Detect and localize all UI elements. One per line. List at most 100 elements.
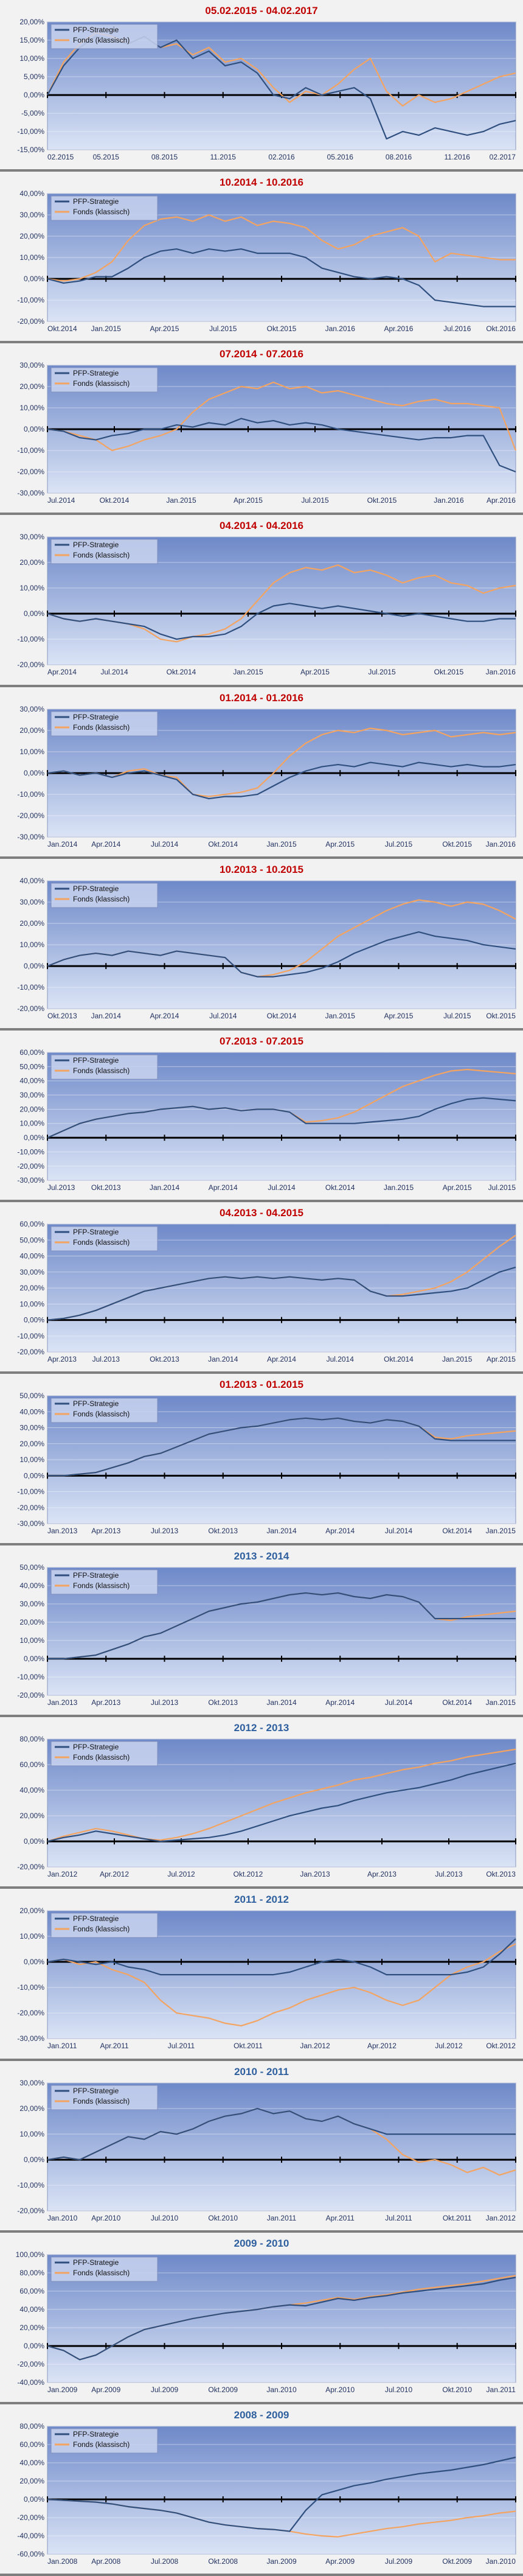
x-tick-label: Jan.2009 [47, 2385, 78, 2394]
panel-separator [0, 2230, 523, 2233]
chart-title: 2011 - 2012 [234, 1894, 289, 1906]
legend-label: PFP-Strategie [73, 1399, 119, 1408]
chart-title: 2010 - 2011 [234, 2065, 289, 2077]
x-tick-label: Apr.2013 [367, 1870, 397, 1878]
x-tick-label: Jan.2011 [487, 2385, 516, 2394]
y-tick-label: 0,00% [24, 1958, 44, 1967]
x-tick-label: Okt.2015 [486, 1012, 516, 1020]
legend-label: PFP-Strategie [73, 369, 119, 377]
y-tick-label: -20,00% [17, 1863, 44, 1871]
y-tick-label: 50,00% [19, 1062, 44, 1071]
chart-panel: 2013 - 2014 50,00% 40,00% 30,00% 20,00% 10,00… [0, 1545, 523, 1718]
x-tick-label: Jul.2012 [435, 2042, 463, 2051]
y-tick-label: -20,00% [17, 2360, 44, 2368]
x-tick-label: Jan.2013 [47, 1698, 78, 1707]
x-tick-label: Okt.2014 [325, 1183, 355, 1192]
y-tick-label: 60,00% [19, 1760, 44, 1769]
y-tick-label: 10,00% [19, 1932, 44, 1941]
legend [50, 2428, 158, 2454]
y-tick-label: 40,00% [19, 1581, 44, 1590]
series-line-pfp [47, 1938, 516, 1976]
x-tick-label: Okt.2010 [442, 2385, 472, 2394]
y-tick-label: -10,00% [17, 790, 44, 799]
y-tick-label: -10,00% [17, 127, 44, 136]
y-tick-label: 80,00% [19, 2269, 44, 2277]
chart-panel: 2012 - 2013 80,00% 60,00% 40,00% 20,00% 0,00%… [0, 1717, 523, 1889]
legend-label: Fonds (klassisch) [73, 2269, 130, 2277]
y-tick-label: 15,00% [19, 36, 44, 44]
y-tick-label: 0,00% [24, 1837, 44, 1846]
legend-label: Fonds (klassisch) [73, 2440, 130, 2449]
x-tick-label: Jan.2008 [47, 2557, 78, 2566]
series-line-fonds [47, 1749, 516, 1843]
x-tick-label: Okt.2013 [208, 1527, 238, 1535]
panel-separator [0, 169, 523, 172]
x-tick-label: Jul.2016 [443, 324, 471, 333]
y-tick-label: -40,00% [17, 2532, 44, 2540]
x-tick-label: Jan.2014 [91, 1012, 122, 1020]
panel-separator [0, 341, 523, 344]
chart-title: 04.2014 - 04.2016 [219, 520, 303, 532]
legend-label: PFP-Strategie [73, 2430, 119, 2438]
y-tick-label: 30,00% [19, 898, 44, 906]
legend-label: PFP-Strategie [73, 197, 119, 206]
x-tick-label: Jul.2013 [151, 1527, 179, 1535]
x-tick-label: Apr.2014 [47, 668, 77, 677]
x-tick-label: Jul.2015 [368, 668, 396, 677]
x-tick-label: Apr.2014 [325, 1527, 355, 1535]
line-chart: 40,00% 30,00% 20,00% 10,00% 0,00% -10,00% -20,… [17, 190, 516, 333]
x-tick-label: Jan.2015 [166, 496, 196, 505]
y-tick-label: 20,00% [19, 1618, 44, 1626]
x-tick-label: Jan.2013 [300, 1870, 330, 1878]
y-tick-label: 0,00% [24, 2495, 44, 2504]
y-tick-label: 20,00% [19, 1907, 44, 1915]
x-tick-label: Jul.2010 [385, 2385, 413, 2394]
chart-panel: 01.2014 - 01.2016 30,00% 20,00% 10,00% 0,00%… [0, 687, 523, 859]
legend-label: Fonds (klassisch) [73, 895, 130, 903]
x-tick-label: Jul.2008 [151, 2557, 179, 2566]
y-tick-label: 20,00% [19, 558, 44, 567]
legend-label: PFP-Strategie [73, 26, 119, 34]
x-tick-label: 02.2017 [490, 153, 516, 161]
x-tick-label: Jul.2015 [209, 324, 237, 333]
x-tick-label: Jan.2011 [267, 2214, 297, 2222]
x-tick-label: Okt.2015 [434, 668, 464, 677]
x-tick-label: Jan.2009 [266, 2557, 297, 2566]
y-tick-label: 0,00% [24, 1316, 44, 1325]
line-chart: 60,00% 50,00% 40,00% 30,00% 20,00% 10,00% 0,00… [17, 1049, 516, 1192]
x-tick-label: Jan.2016 [486, 840, 516, 849]
x-tick-label: Jul.2011 [168, 2042, 195, 2051]
y-tick-label: 10,00% [19, 404, 44, 412]
x-tick-label: Jul.2012 [167, 1870, 195, 1878]
y-tick-label: 10,00% [19, 1636, 44, 1645]
x-tick-label: Apr.2010 [325, 2385, 355, 2394]
x-tick-label: Okt.2013 [47, 1012, 77, 1020]
series-line-pfp [47, 761, 516, 799]
x-tick-label: Jul.2014 [327, 1355, 355, 1363]
x-tick-label: Apr.2009 [91, 2385, 120, 2394]
series-line-fonds [47, 727, 516, 797]
y-tick-label: 60,00% [19, 2287, 44, 2295]
legend-label: PFP-Strategie [73, 2258, 119, 2267]
y-tick-label: 40,00% [19, 2305, 44, 2314]
chart-title: 10.2013 - 10.2015 [219, 863, 303, 875]
series-line-pfp [47, 931, 516, 978]
x-tick-label: Jan.2011 [47, 2042, 77, 2051]
x-tick-label: Jul.2015 [443, 1012, 471, 1020]
x-tick-label: Jan.2015 [233, 668, 263, 677]
x-tick-label: Okt.2008 [208, 2557, 238, 2566]
chart-panel: 04.2014 - 04.2016 30,00% 20,00% 10,00% 0,00%… [0, 515, 523, 687]
line-chart: 50,00% 40,00% 30,00% 20,00% 10,00% 0,00% -10,0… [17, 1392, 516, 1535]
y-tick-label: 10,00% [19, 584, 44, 592]
y-tick-label: -30,00% [17, 1519, 44, 1528]
y-tick-label: -20,00% [17, 467, 44, 476]
x-tick-label: Apr.2011 [326, 2214, 355, 2222]
series-line-pfp [47, 248, 516, 307]
y-tick-label: 40,00% [19, 1251, 44, 1260]
x-tick-label: Okt.2014 [442, 1698, 472, 1707]
legend-label: Fonds (klassisch) [73, 1753, 130, 1762]
line-chart: 20,00% 15,00% 10,00% 5,00% 0,00% -5,00% -10,00… [17, 18, 516, 161]
y-tick-label: 40,00% [19, 2459, 44, 2467]
x-tick-label: 08.2016 [386, 153, 412, 161]
line-chart: 30,00% 20,00% 10,00% 0,00% -10,00% -20,00% -30… [17, 362, 517, 505]
